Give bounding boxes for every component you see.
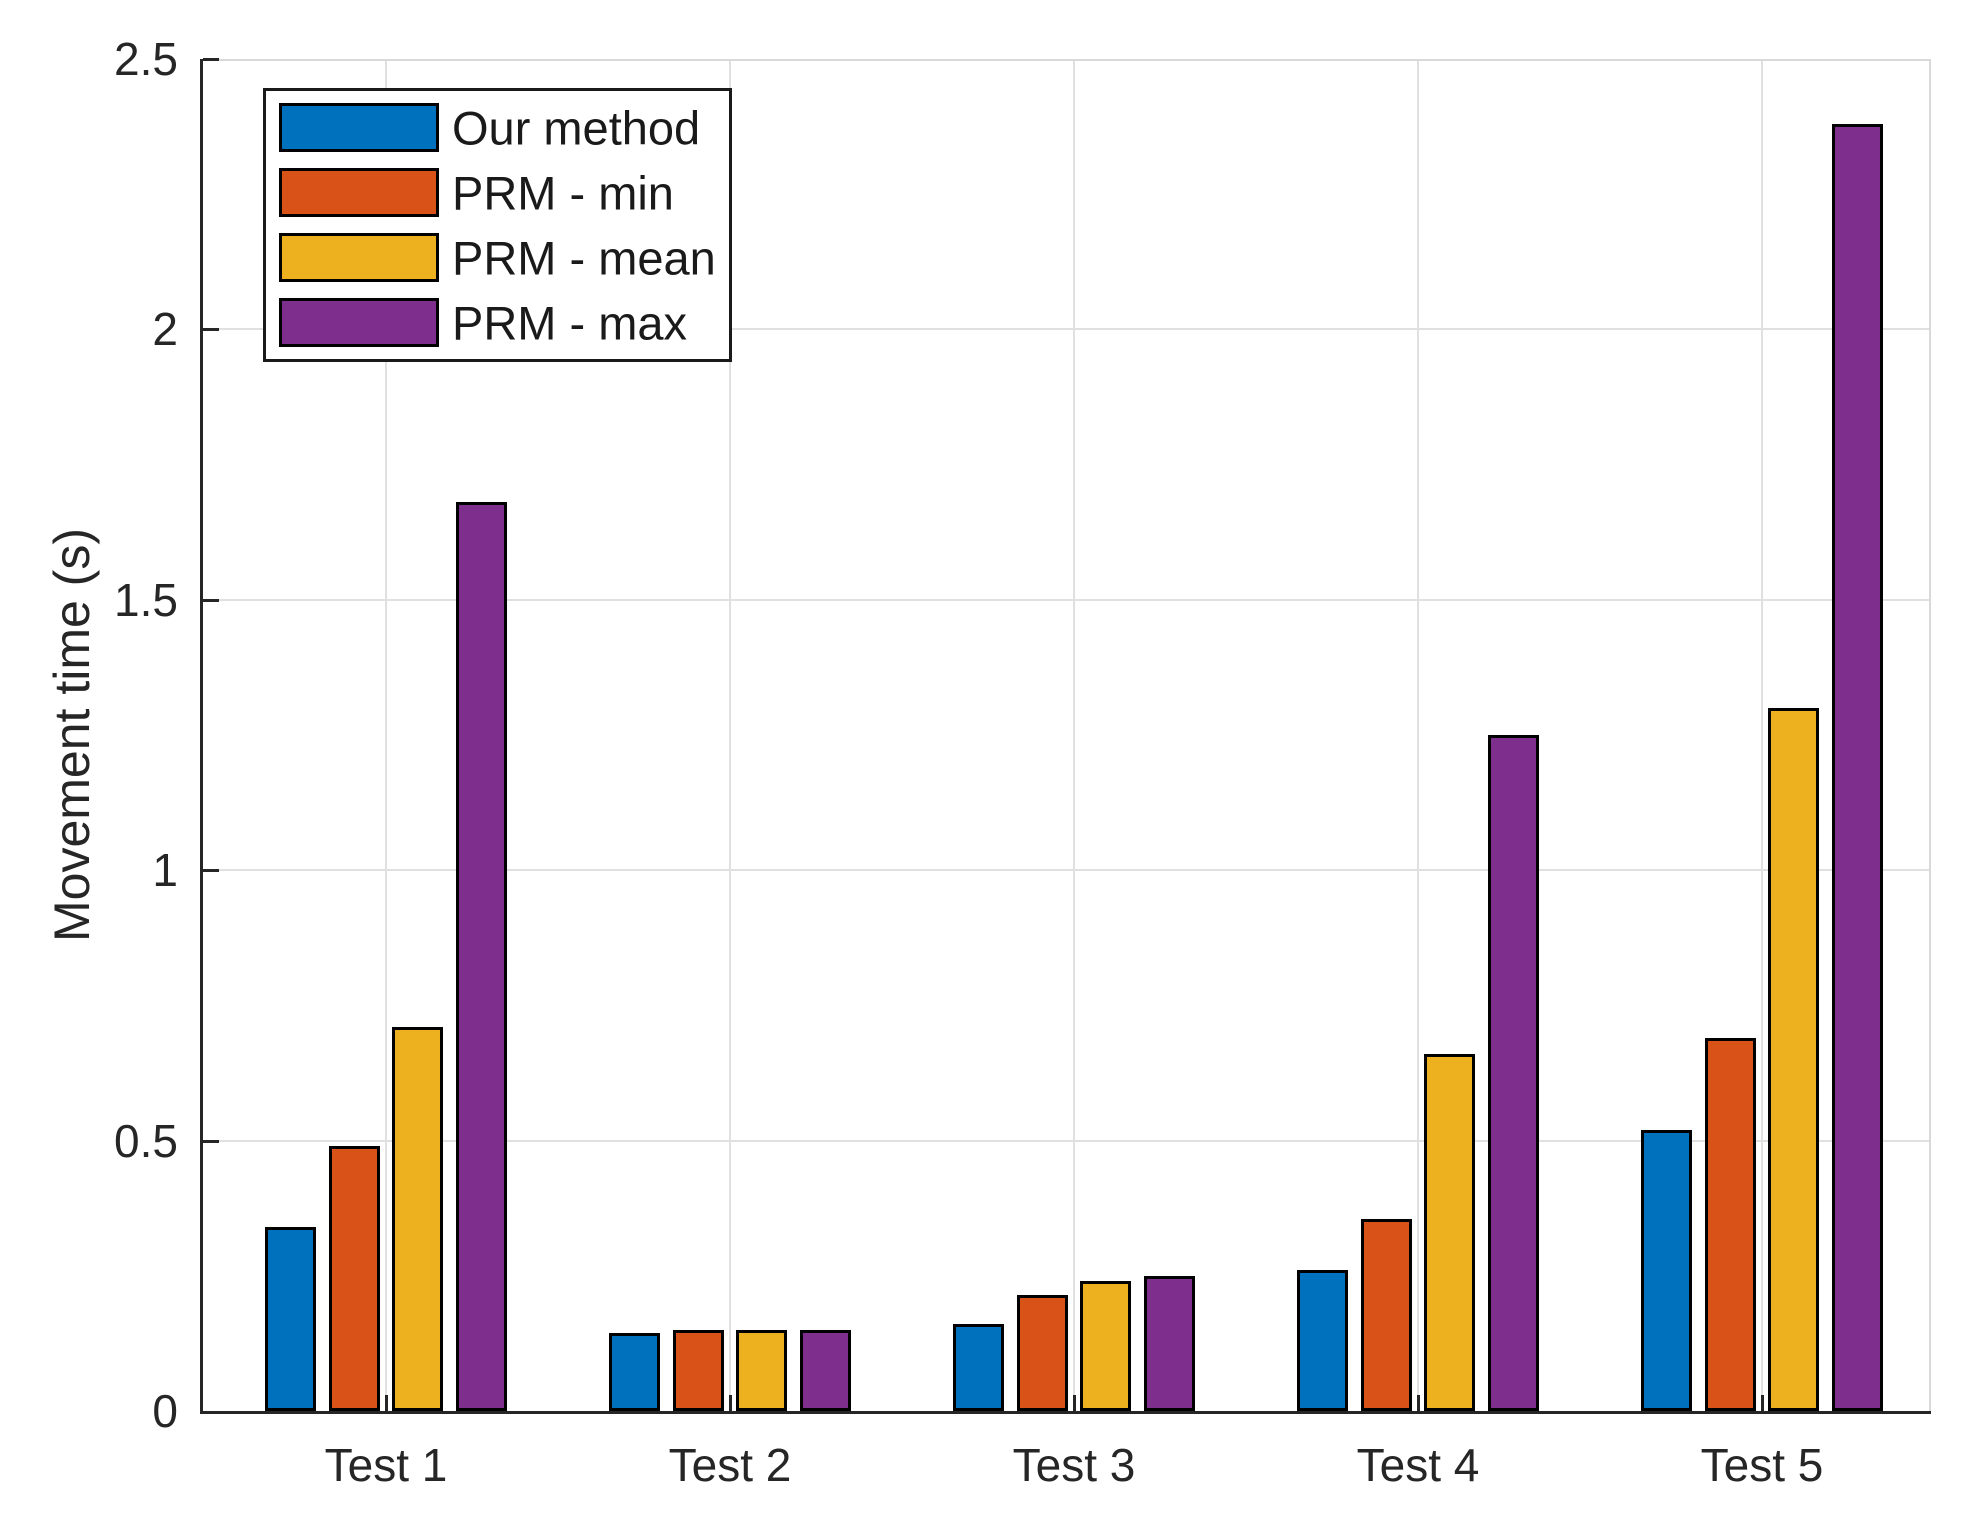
legend-row-prm-min: PRM - min	[266, 168, 729, 217]
gridline-y-1	[200, 869, 1931, 872]
x-tick-label-test-3: Test 3	[1012, 1439, 1136, 1491]
y-axis-spine	[200, 59, 203, 1414]
y-tick-label-0.5: 0.5	[114, 1114, 178, 1167]
bar-test-5-prm-min	[1704, 1037, 1756, 1411]
legend-label-our-method: Our method	[452, 101, 701, 154]
y-tick-2.5	[203, 58, 219, 61]
legend-swatch-our-method	[279, 103, 439, 152]
bar-test-1-prm-mean	[392, 1027, 444, 1411]
legend-label-prm-min: PRM - min	[452, 166, 674, 219]
gridline-vertical-test-3	[1073, 59, 1075, 1411]
x-tick-label-test-1: Test 1	[324, 1439, 448, 1491]
legend-row-our-method: Our method	[266, 103, 729, 152]
plot-frame-top	[200, 59, 1931, 61]
bar-test-3-our-method	[953, 1324, 1005, 1411]
y-tick-2	[203, 328, 219, 332]
x-tick-label-test-2: Test 2	[668, 1439, 792, 1491]
legend-row-prm-max: PRM - max	[266, 298, 729, 347]
legend-swatch-prm-min	[279, 168, 439, 217]
gridline-vertical-test-2	[729, 59, 731, 1411]
bar-test-4-prm-min	[1360, 1219, 1412, 1411]
bar-test-5-our-method	[1641, 1129, 1693, 1411]
y-tick-label-1: 1	[152, 844, 178, 897]
gridline-vertical-test-4	[1417, 59, 1419, 1411]
bar-test-2-prm-min	[672, 1329, 724, 1411]
x-tick-test-1	[385, 1395, 388, 1411]
y-tick-label-2.5: 2.5	[114, 33, 178, 85]
x-tick-test-3	[1073, 1395, 1076, 1411]
gridline-vertical-test-5	[1761, 59, 1763, 1411]
gridline-y-0.5	[200, 1139, 1931, 1142]
bar-test-3-prm-mean	[1080, 1281, 1132, 1411]
legend-row-prm-mean: PRM - mean	[266, 233, 729, 282]
y-tick-1.5	[203, 598, 219, 602]
bar-test-4-prm-mean	[1424, 1054, 1476, 1411]
x-tick-test-5	[1761, 1395, 1764, 1411]
gridline-vertical-test-1	[385, 59, 387, 1411]
bar-test-3-prm-min	[1016, 1294, 1068, 1411]
bar-test-4-prm-max	[1487, 735, 1539, 1411]
bar-test-2-prm-mean	[736, 1329, 788, 1411]
bar-test-2-prm-max	[799, 1329, 851, 1411]
x-tick-test-2	[729, 1395, 732, 1411]
x-axis-spine	[200, 1411, 1931, 1414]
gridline-y-2	[200, 328, 1931, 331]
bar-test-5-prm-mean	[1768, 707, 1820, 1411]
bar-test-1-our-method	[265, 1227, 317, 1411]
legend-label-prm-mean: PRM - mean	[452, 231, 716, 284]
bar-test-3-prm-max	[1143, 1275, 1195, 1411]
bar-test-1-prm-max	[455, 502, 507, 1411]
x-tick-test-4	[1417, 1395, 1420, 1411]
y-axis-label: Movement time (s)	[44, 528, 100, 942]
legend-label-prm-max: PRM - max	[452, 296, 687, 349]
x-tick-label-test-4: Test 4	[1356, 1439, 1480, 1491]
legend-swatch-prm-max	[279, 298, 439, 347]
bar-test-5-prm-max	[1831, 123, 1883, 1411]
y-tick-0.5	[203, 1139, 219, 1143]
gridline-y-1.5	[200, 598, 1931, 601]
bar-test-1-prm-min	[328, 1146, 380, 1411]
legend-swatch-prm-mean	[279, 233, 439, 282]
legend: Our method PRM - min PRM - mean PRM - max	[263, 88, 732, 362]
y-tick-label-2: 2	[152, 303, 178, 356]
x-tick-label-test-5: Test 5	[1700, 1439, 1824, 1491]
y-tick-1	[203, 869, 219, 873]
plot-frame-right	[1929, 59, 1931, 1411]
y-tick-label-0: 0	[152, 1385, 178, 1437]
bar-test-2-our-method	[609, 1332, 661, 1411]
bar-test-4-our-method	[1297, 1270, 1349, 1411]
y-tick-label-1.5: 1.5	[114, 573, 178, 626]
